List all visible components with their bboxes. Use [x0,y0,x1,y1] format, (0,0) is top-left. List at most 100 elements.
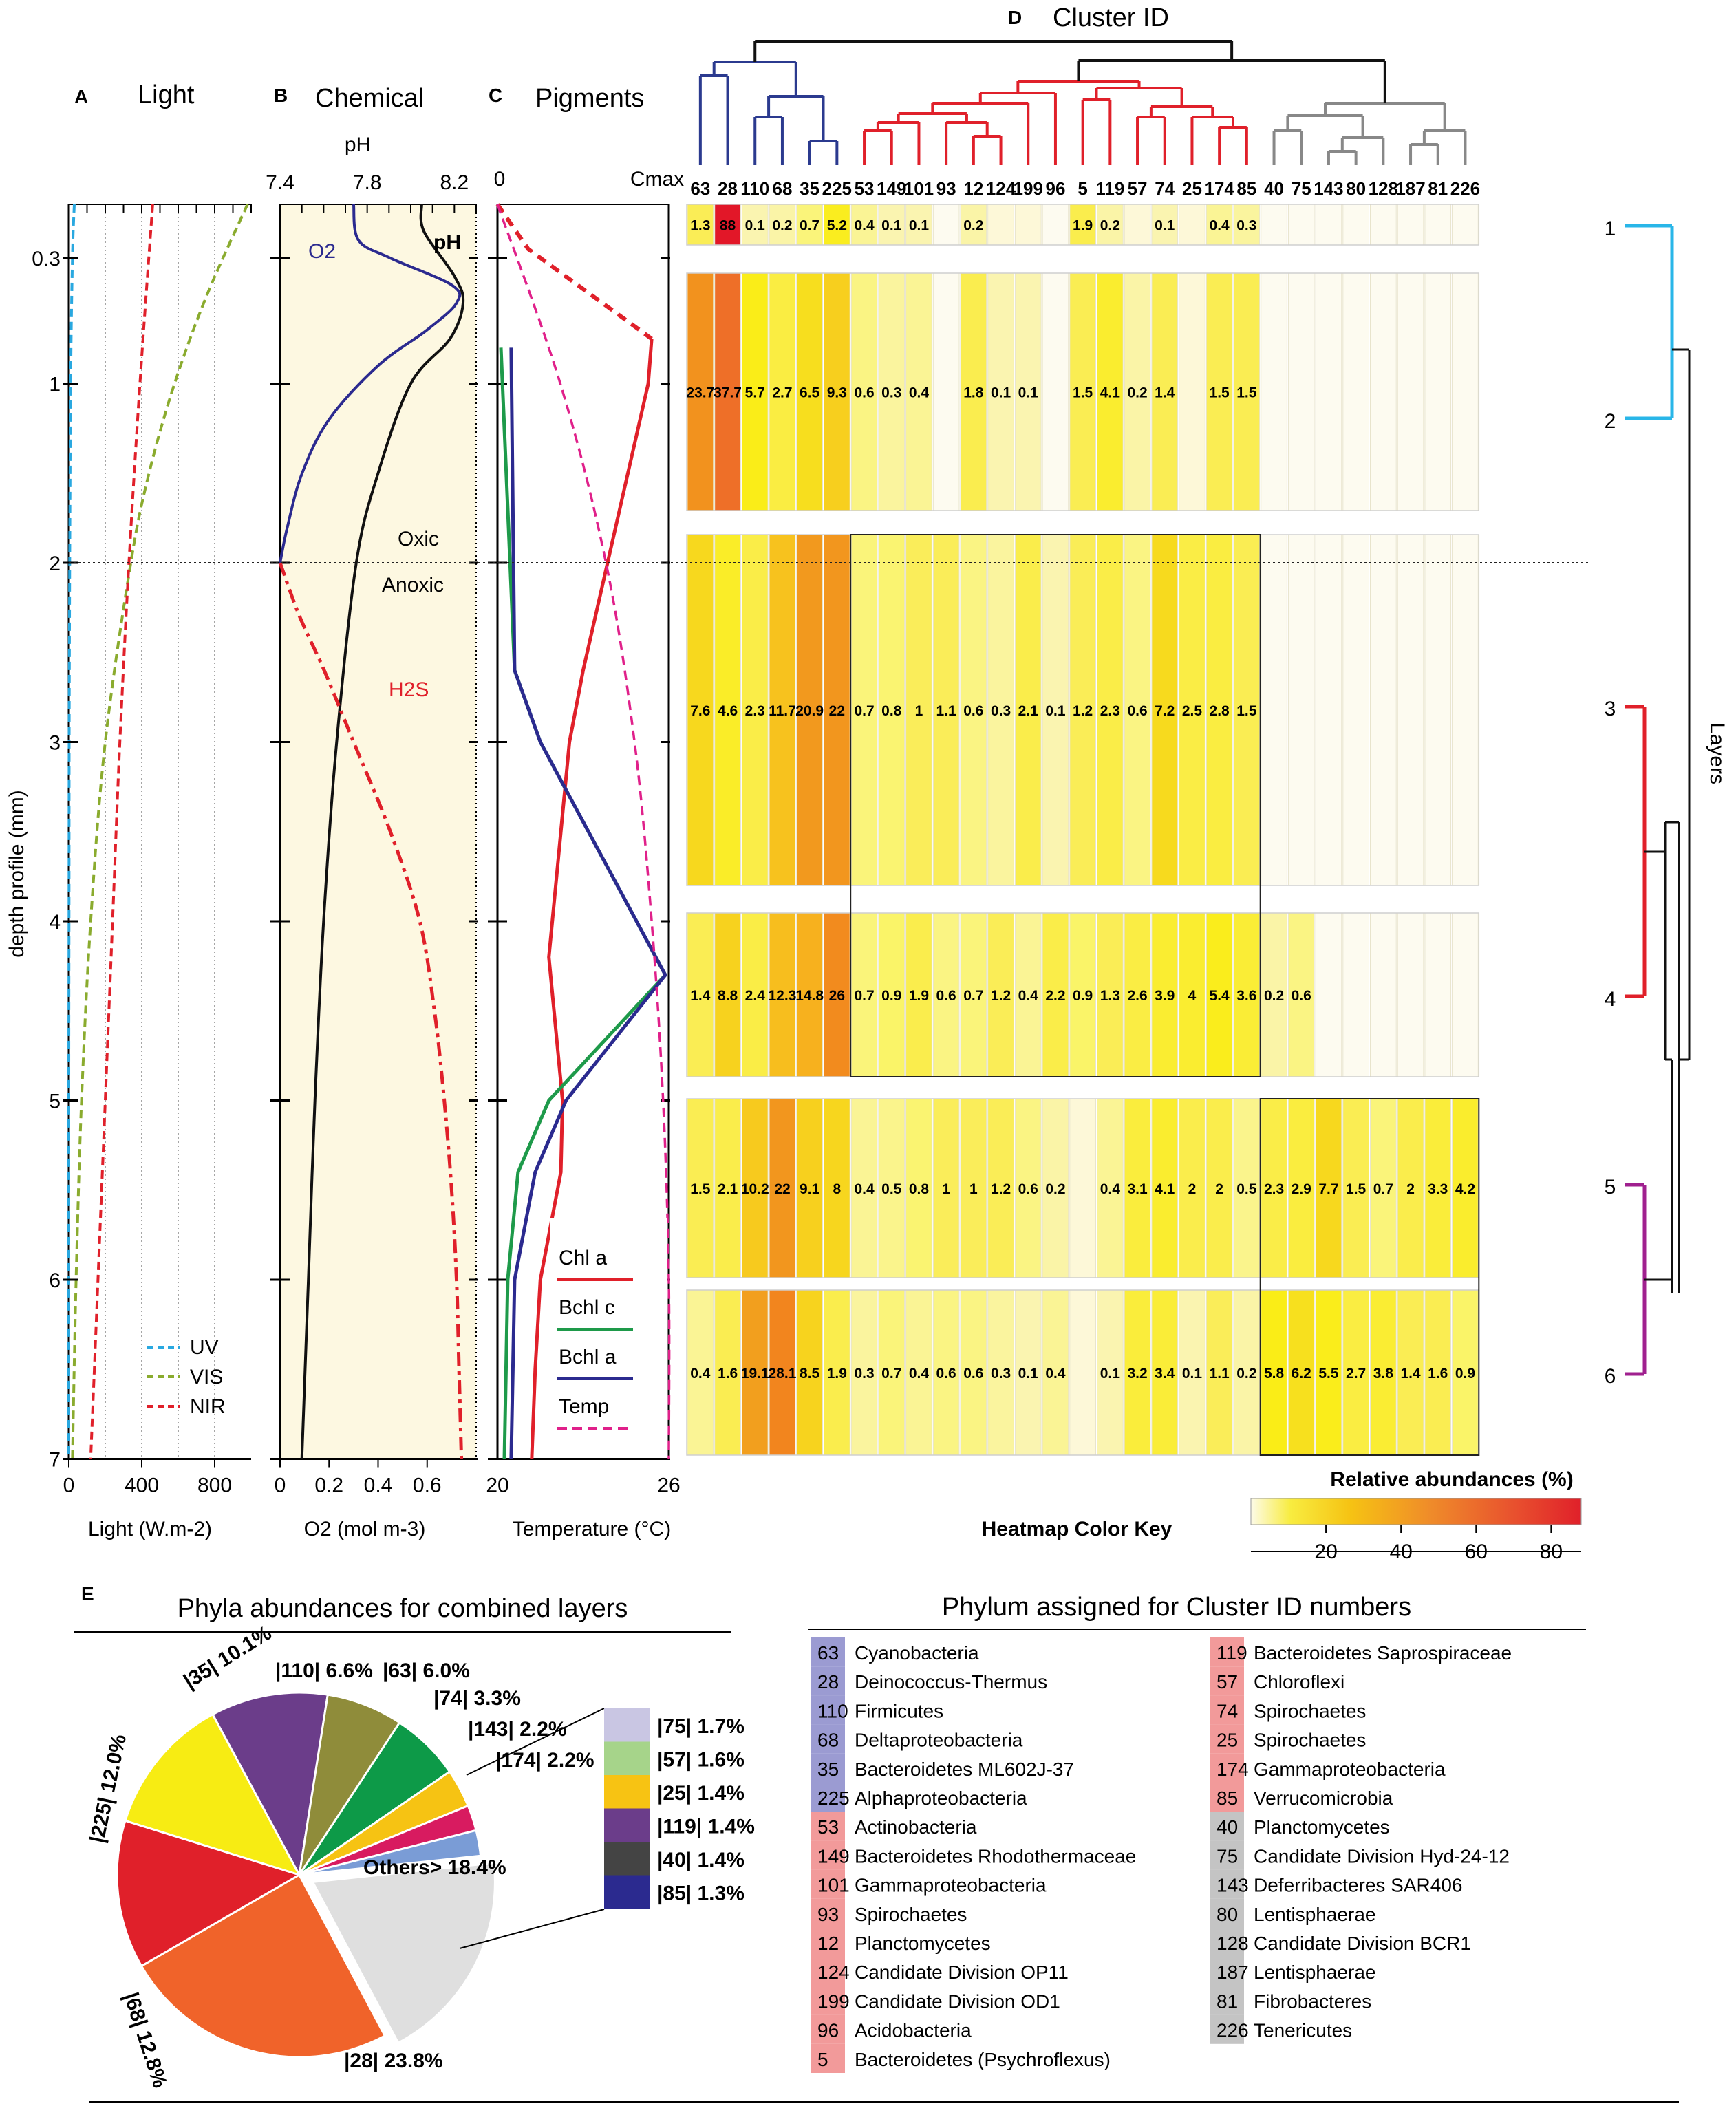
heatmap-row-border [686,272,1480,511]
phylum-name: Deferribacteres SAR406 [1254,1875,1462,1896]
heatmap-cell [850,272,878,511]
heatmap-cell [1424,534,1452,886]
heatmap-cell [1452,534,1479,886]
heatmap-cell-label: 0.1 [1100,1366,1121,1382]
heatmap-cell [1424,272,1452,511]
phylum-swatch [811,1695,845,1725]
pie-chart [116,1691,496,2059]
cluster-id-label: 81 [1428,178,1448,199]
phylum-swatch [811,2043,845,2073]
phylum-id: 25 [1217,1730,1238,1751]
heatmap-cell [1151,204,1179,246]
phylum-id: 12 [817,1933,839,1954]
heatmap-cell [850,1098,878,1278]
heatmap-cell-label: 1.6 [718,1366,738,1382]
heatmap-cell [1179,204,1205,246]
heatmap-cell [878,272,905,511]
phylum-name: Actinobacteria [855,1816,977,1838]
pie-slice-35 [211,1691,330,1878]
heatmap-cell-label: 0.7 [800,218,819,234]
phylum-id: 101 [817,1875,850,1896]
heatmap-cell-label: 0.6 [963,1366,983,1382]
cluster-id-label: 28 [718,178,738,199]
heatmap-cell [741,272,769,511]
series-line-vis [71,204,249,1459]
phylum-id: 225 [817,1787,850,1809]
heatmap-cell [932,912,960,1077]
heatmap-cell [1097,1098,1124,1278]
cluster-id-label: 40 [1264,178,1284,199]
top-tick-label: 0 [494,168,506,191]
legend-label-nir: NIR [190,1395,226,1418]
heatmap-cell [1233,534,1261,886]
pie-slice-68 [116,1819,302,1968]
phylum-swatch [1210,1986,1244,2015]
heatmap-cell [1424,204,1452,246]
heatmap-cell [1452,1098,1479,1278]
layer-label: 4 [1605,988,1616,1011]
heatmap-cell [1179,272,1205,511]
heatmap-cell [1014,272,1042,511]
heatmap-cell-label: 1.1 [936,703,957,719]
heatmap-cell-label: 1.5 [1236,703,1257,719]
heatmap-cell-label: 2.5 [1182,703,1203,719]
panel-letter-d: D [1008,7,1022,28]
heatmap-cell-label: 0.3 [854,1366,874,1382]
heatmap-cell [1261,534,1287,886]
curve-label-ph: pH [433,231,461,254]
heatmap-cell [687,534,714,886]
phylum-name: Bacteroidetes (Psychroflexus) [855,2049,1111,2070]
x-tick-label: 0.4 [364,1474,393,1497]
cluster-id-label: 74 [1155,178,1175,199]
anoxic-label: Anoxic [382,574,444,597]
heatmap-cell [932,534,960,886]
heatmap-cell-label: 1.1 [1210,1366,1230,1382]
phylum-id: 187 [1217,1962,1249,1983]
heatmap-cell-label: 1 [915,703,923,719]
phylum-swatch [811,1869,845,1899]
heatmap-cell [1315,1098,1342,1278]
heatmap-cell [769,1098,796,1278]
heatmap-cell [714,1289,741,1456]
colorbar-tick-label: 40 [1389,1540,1412,1563]
phylum-name: Gammaproteobacteria [1254,1759,1446,1780]
heatmap-cell-label: 0.1 [745,218,766,234]
series-line-ph [300,204,465,1459]
heatmap-cell-label: 0.7 [854,703,874,719]
heatmap-cell [741,1098,769,1278]
series-line-bchl-a [509,347,667,1459]
heatmap-cell-label: 0.6 [1127,703,1147,719]
layer-label: 2 [1605,410,1616,433]
heatmap-cell-label: 2.3 [1100,703,1120,719]
x-tick-label: 400 [125,1474,159,1497]
heatmap-cell-label: 0.4 [1210,218,1230,234]
heatmap-cell [1452,912,1479,1077]
phylum-name: Spirochaetes [855,1904,967,1925]
heatmap-cell-label: 26 [829,988,845,1004]
heatmap-cell [1151,912,1179,1077]
phylum-name: Lentisphaerae [1254,1904,1375,1925]
phylum-id: 149 [817,1845,850,1867]
cluster-id-label: 143 [1314,178,1343,199]
phylum-name: Candidate Division BCR1 [1254,1933,1471,1954]
colorbar [1250,1498,1582,1525]
heatmap-cell-label: 0.1 [1018,1366,1039,1382]
heatmap-cell [1315,912,1342,1077]
heatmap-cell [1397,534,1424,886]
heatmap-cell [1315,1289,1342,1456]
phylum-swatch [1210,2014,1244,2044]
heatmap-cell [878,204,905,246]
phylum-id: 35 [817,1759,839,1780]
x-tick-label: 0.2 [314,1474,343,1497]
heatmap-cell [1042,204,1069,246]
others-swatch-40 [604,1842,650,1876]
cluster-id-label: 80 [1346,178,1366,199]
cluster-id-label: 199 [1014,178,1043,199]
depth-tick-label: 1 [49,374,61,396]
heatmap-cell [960,534,987,886]
heatmap-cell-label: 7.6 [690,703,710,719]
heatmap-cell [1151,1289,1179,1456]
phylum-swatch [1210,1840,1244,1870]
connector-line [459,1909,605,1949]
heatmap-cell [1370,1098,1397,1278]
